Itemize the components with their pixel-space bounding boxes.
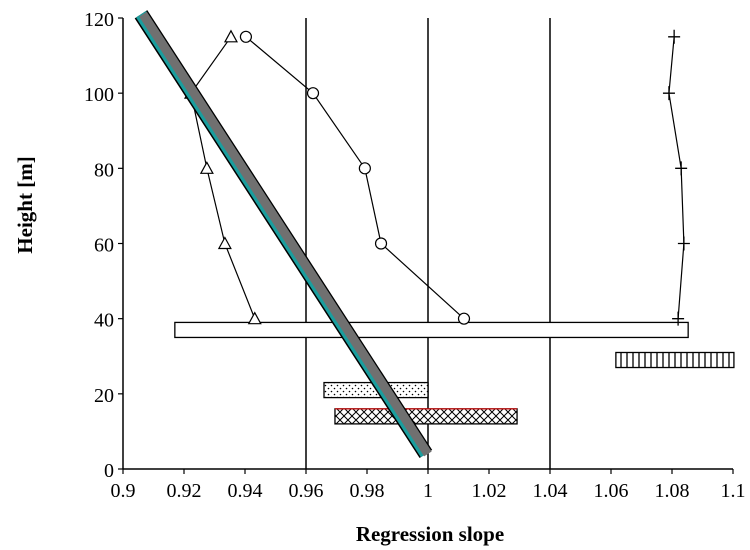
x-tick-label: 0.98	[350, 480, 385, 502]
y-tick-label: 40	[94, 310, 114, 332]
x-tick-label: 0.96	[289, 480, 324, 502]
x-axis-title: Regression slope	[356, 522, 504, 546]
diagonal-band-fill	[139, 11, 432, 457]
circle-point	[239, 30, 253, 43]
circle-point	[374, 237, 388, 250]
bar-vertical-hatch	[615, 351, 735, 369]
circle-point	[358, 162, 371, 175]
diagonal-band	[134, 10, 433, 459]
triangle-point	[247, 311, 262, 325]
x-tick-label: 1.06	[594, 480, 629, 502]
bar-crosshatch	[334, 408, 518, 425]
axes	[118, 17, 734, 474]
y-tick-labels: 0 20 40 60 80 100 120	[84, 9, 114, 482]
x-tick-label: 0.94	[228, 480, 263, 502]
triangle-point	[223, 29, 238, 43]
y-tick-label: 80	[94, 159, 114, 181]
circle-point	[306, 87, 320, 100]
x-tick-label: 1.08	[655, 480, 690, 502]
y-tick-label: 100	[84, 84, 114, 106]
triangle-point	[217, 236, 232, 250]
circle-point	[457, 312, 471, 325]
x-tick-label: 1.1	[721, 480, 746, 502]
plus-point	[677, 236, 690, 251]
series-line-circle	[245, 36, 465, 320]
horizontal-bars	[174, 321, 735, 425]
x-tick-label: 0.92	[167, 480, 202, 502]
y-tick-label: 20	[94, 385, 114, 407]
x-tick-label: 0.9	[111, 480, 136, 502]
series-line-plus	[668, 36, 685, 319]
y-axis-title: Height [m]	[13, 156, 37, 253]
y-tick-label: 120	[84, 9, 114, 31]
plus-point	[672, 311, 685, 326]
x-tick-label: 1.04	[533, 480, 568, 502]
plus-point	[668, 29, 681, 44]
x-tick-label: 1	[423, 480, 433, 502]
x-tick-labels: 0.9 0.92 0.94 0.96 0.98 1 1.02 1.04 1.06 1.08 1.1	[111, 480, 746, 502]
triangle-point	[199, 161, 214, 174]
gridlines	[305, 18, 551, 469]
y-tick-label: 0	[104, 460, 114, 482]
data-series	[184, 29, 690, 326]
y-tick-label: 60	[94, 235, 114, 257]
bar-white	[174, 321, 689, 339]
plus-point	[675, 161, 688, 176]
x-tick-label: 1.02	[472, 480, 507, 502]
plus-point	[662, 86, 675, 101]
